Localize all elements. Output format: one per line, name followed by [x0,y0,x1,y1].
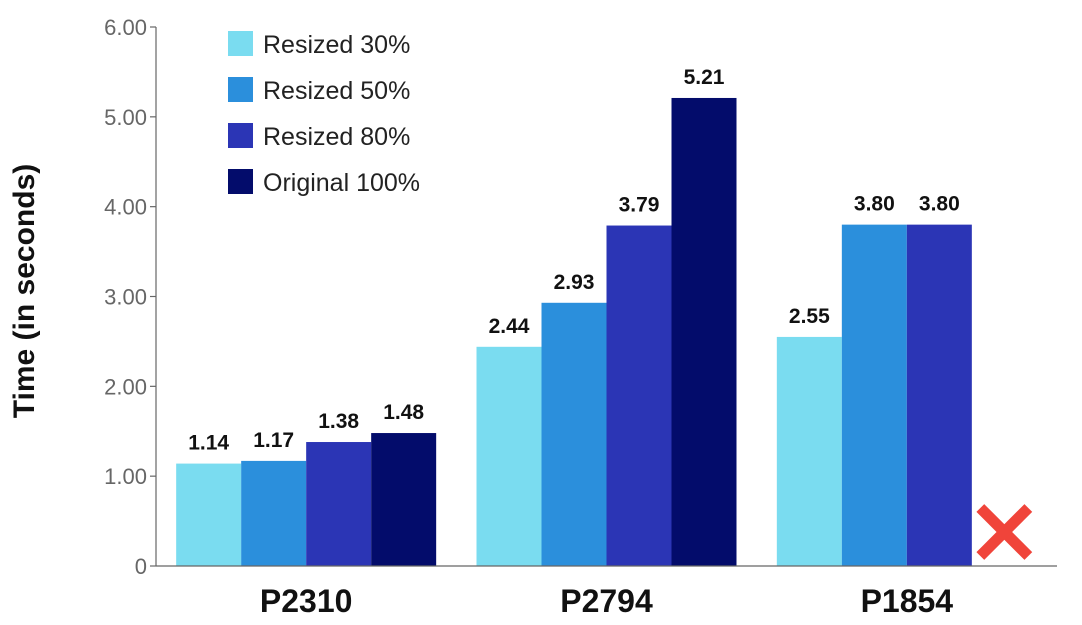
legend: Resized 30% Resized 50% Resized 80% Origina… [228,31,420,197]
bar-value-label: 2.55 [789,305,830,328]
bar [841,224,907,566]
y-axis-title: Time (in seconds) [8,164,41,419]
legend-swatch [228,169,253,194]
y-tick-label: 2.00 [104,374,147,399]
legend-label: Original 100% [263,169,420,197]
legend-label: Resized 80% [263,123,410,151]
bar [476,346,542,566]
y-axis: 0 1.00 2.00 3.00 4.00 5.00 6.00 [104,15,157,579]
y-tick-label: 3.00 [104,285,147,310]
bar-value-label: 3.79 [619,194,660,217]
bar [371,433,437,566]
y-tick-label: 1.00 [104,464,147,489]
bar-value-label: 2.93 [554,271,595,294]
bar-value-label: 2.44 [489,315,530,338]
bar [671,97,737,567]
bar-value-label: 3.80 [854,193,895,216]
bar-value-label: 1.14 [188,432,229,455]
y-tick-label: 5.00 [104,105,147,130]
bar-value-label: 5.21 [684,66,725,89]
x-axis: P2310 P2794 P1854 [156,565,1057,619]
y-tick-label: 0 [135,554,147,579]
y-tick-label: 4.00 [104,195,147,220]
missing-data-cross-icon [976,504,1033,560]
x-category-label: P2310 [260,583,353,619]
bar [606,225,672,566]
y-tick-label: 6.00 [104,15,147,40]
legend-label: Resized 50% [263,77,410,105]
legend-swatch [228,31,253,56]
legend-swatch [228,77,253,102]
bar [176,463,242,566]
bars-group [176,97,1033,567]
bar-value-label: 1.17 [253,429,294,452]
bar [906,224,972,566]
bar [241,460,307,566]
x-category-label: P1854 [861,583,954,619]
bar [776,336,842,566]
legend-swatch [228,123,253,148]
legend-label: Resized 30% [263,31,410,59]
bar-value-label: 1.38 [318,410,359,433]
bar-value-label: 3.80 [919,193,960,216]
data-labels-group: 1.14 1.17 1.38 1.48 2.44 2.93 3.79 5.21 2.55 3.80… [188,66,960,455]
bar [541,302,607,566]
cross-stroke [976,504,1033,560]
bar [306,442,372,566]
x-category-label: P2794 [560,583,653,619]
bar-value-label: 1.48 [383,401,424,424]
